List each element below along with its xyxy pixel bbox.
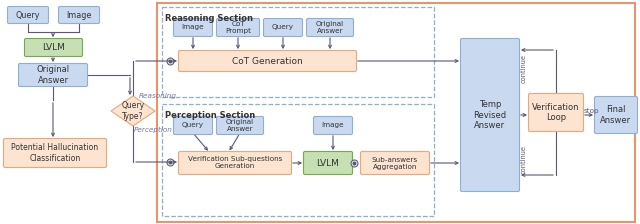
Polygon shape [111, 96, 155, 126]
Text: Sub-answers
Aggregation: Sub-answers Aggregation [372, 157, 418, 170]
Text: Original
Answer: Original Answer [36, 65, 70, 85]
Bar [162, 104, 434, 216]
FancyBboxPatch shape [179, 50, 356, 71]
Text: Query: Query [182, 123, 204, 129]
FancyBboxPatch shape [173, 116, 212, 134]
Text: Perception: Perception [134, 127, 173, 133]
FancyBboxPatch shape [24, 39, 83, 56]
FancyBboxPatch shape [529, 93, 584, 131]
FancyBboxPatch shape [179, 151, 291, 174]
Text: Original
Answer: Original Answer [226, 119, 254, 132]
FancyBboxPatch shape [307, 19, 353, 37]
Text: LVLM: LVLM [317, 159, 339, 168]
Text: continue: continue [521, 145, 527, 174]
FancyBboxPatch shape [19, 63, 88, 86]
FancyBboxPatch shape [314, 116, 353, 134]
Text: Query: Query [272, 24, 294, 30]
FancyBboxPatch shape [264, 19, 303, 37]
Text: Original
Answer: Original Answer [316, 21, 344, 34]
Bar [162, 7, 434, 97]
FancyBboxPatch shape [595, 97, 637, 134]
Text: LVLM: LVLM [42, 43, 65, 52]
Text: Potential Hallucination
Classification: Potential Hallucination Classification [12, 143, 99, 163]
Text: continue: continue [521, 54, 527, 83]
Text: Image: Image [322, 123, 344, 129]
FancyBboxPatch shape [360, 151, 429, 174]
Text: Temp
Revised
Answer: Temp Revised Answer [474, 100, 507, 130]
FancyBboxPatch shape [58, 6, 99, 24]
Text: CoT Generation: CoT Generation [232, 56, 303, 65]
Bar [157, 3, 635, 222]
Text: Verification Sub-questions
Generation: Verification Sub-questions Generation [188, 157, 282, 170]
Text: Final
Answer: Final Answer [600, 105, 632, 125]
Text: CoT
Prompt: CoT Prompt [225, 21, 251, 34]
FancyBboxPatch shape [173, 19, 212, 37]
FancyBboxPatch shape [8, 6, 49, 24]
Text: Image: Image [67, 11, 92, 19]
Text: Perception Section: Perception Section [165, 111, 255, 120]
FancyBboxPatch shape [3, 138, 106, 168]
Text: stop: stop [584, 108, 600, 114]
Text: Reasoning: Reasoning [139, 93, 177, 99]
Text: Query
Type?: Query Type? [122, 101, 145, 121]
Text: Reasoning Section: Reasoning Section [165, 14, 253, 23]
Text: Query: Query [16, 11, 40, 19]
FancyBboxPatch shape [461, 39, 520, 192]
FancyBboxPatch shape [216, 19, 259, 37]
FancyBboxPatch shape [303, 151, 353, 174]
FancyBboxPatch shape [216, 116, 264, 134]
Text: Verification
Loop: Verification Loop [532, 103, 580, 122]
Text: Image: Image [182, 24, 204, 30]
